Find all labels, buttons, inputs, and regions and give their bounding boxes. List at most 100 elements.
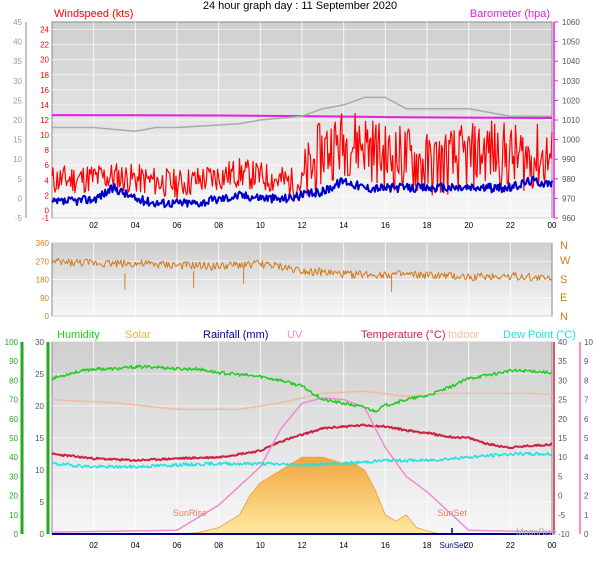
wind-x-tick: 12: [298, 221, 307, 230]
wind-left-tick: 0: [45, 206, 50, 215]
weather-x-tick: 16: [381, 541, 390, 550]
solar-tick: 10: [35, 466, 44, 475]
temperature-tick: 5: [558, 472, 563, 481]
legend-item: Temperature (°C): [361, 329, 445, 341]
weather-x-tick: 10: [256, 541, 265, 550]
sunrise-label: SunRise: [173, 508, 207, 518]
wind-outer-tick: 40: [13, 38, 22, 47]
wind-x-tick: 08: [214, 221, 223, 230]
wind-x-tick: 04: [131, 221, 140, 230]
wind-outer-tick: 5: [18, 175, 23, 184]
legend-item: Humidity: [57, 329, 100, 341]
uv-tick: 7: [584, 396, 589, 405]
barometer-tick: 1050: [562, 38, 580, 47]
compass-label: E: [560, 292, 567, 304]
indoor-line: [51, 390, 553, 410]
wind-outer-tick: 0: [18, 194, 23, 203]
barometer-tick: 970: [562, 194, 576, 203]
wind-left-tick: 4: [45, 176, 50, 185]
wind-gust-line: [51, 112, 553, 200]
wind-left-tick: 18: [40, 71, 49, 80]
wind-left-tick: 24: [40, 26, 49, 35]
temperature-tick: 40: [558, 338, 567, 347]
direction-left-tick: 360: [36, 239, 50, 248]
weather-x-tick: 06: [173, 541, 182, 550]
temperature-tick: 35: [558, 357, 567, 366]
windspeed-axis-label: Windspeed (kts): [54, 8, 133, 20]
humidity-tick: 80: [9, 376, 18, 385]
legend-item: Solar: [125, 329, 151, 341]
wind-left-tick: 10: [40, 131, 49, 140]
direction-left-tick: 0: [45, 312, 50, 321]
humidity-tick: 10: [9, 511, 18, 520]
wind-x-tick: 14: [339, 221, 348, 230]
legend-item: UV: [287, 329, 303, 341]
legend-item: Rainfall (mm): [203, 329, 268, 341]
compass-label: W: [560, 255, 571, 267]
barometer-tick: 1030: [562, 77, 580, 86]
temperature-tick: 10: [558, 453, 567, 462]
wind-direction-line: [51, 257, 553, 282]
compass-label: S: [560, 274, 567, 286]
solar-tick: 25: [35, 370, 44, 379]
moonrise-label: MoonRise: [516, 527, 557, 537]
humidity-tick: 60: [9, 415, 18, 424]
weather-x-tick: 22: [506, 541, 515, 550]
wind-left-tick: 12: [40, 116, 49, 125]
weather-x-tick: 02: [89, 541, 98, 550]
wind-left-tick: 6: [45, 161, 50, 170]
grey-series-line: [52, 96, 552, 133]
wind-outer-tick: -5: [15, 214, 23, 223]
wind-left-tick: 14: [40, 101, 49, 110]
uv-tick: 5: [584, 434, 589, 443]
temperature-tick: 30: [558, 376, 567, 385]
weather-x-tick: 14: [339, 541, 348, 550]
dew-point-line: [51, 451, 553, 469]
wind-left-tick: 20: [40, 56, 49, 65]
barometer-axis-label: Barometer (hpa): [470, 8, 550, 20]
uv-tick: 9: [584, 357, 589, 366]
weather-x-tick: 18: [423, 541, 432, 550]
weather-x-tick: 00: [548, 541, 557, 550]
wind-outer-tick: 10: [13, 155, 22, 164]
wind-outer-tick: 30: [13, 77, 22, 86]
barometer-tick: 1060: [562, 18, 580, 27]
wind-outer-tick: 25: [13, 96, 22, 105]
wind-left-tick: 8: [45, 146, 50, 155]
solar-tick: 15: [35, 434, 44, 443]
barometer-tick: 1000: [562, 136, 580, 145]
wind-left-tick: 16: [40, 86, 49, 95]
humidity-tick: 0: [14, 530, 19, 539]
barometer-tick: 960: [562, 214, 576, 223]
compass-label: N: [560, 311, 568, 323]
humidity-tick: 100: [5, 338, 19, 347]
temperature-tick: 20: [558, 415, 567, 424]
sunset-tick-label: SunSet: [440, 541, 467, 550]
direction-left-tick: 270: [36, 257, 50, 266]
wind-left-tick: 2: [45, 191, 50, 200]
solar-tick: 20: [35, 402, 44, 411]
wind-outer-tick: 45: [13, 18, 22, 27]
barometer-tick: 1040: [562, 57, 580, 66]
weather-x-tick: 04: [131, 541, 140, 550]
wind-left-tick: 22: [40, 41, 49, 50]
wind-x-tick: 22: [506, 221, 515, 230]
temperature-tick: 15: [558, 434, 567, 443]
legend-item: Dew Point (°C): [503, 329, 576, 341]
barometer-tick: 1010: [562, 116, 580, 125]
wind-x-tick: 18: [423, 221, 432, 230]
weather-x-tick: 20: [464, 541, 473, 550]
uv-tick: 2: [584, 492, 589, 501]
wind-x-tick: 02: [89, 221, 98, 230]
compass-label: N: [560, 240, 568, 252]
weather-x-tick: 08: [214, 541, 223, 550]
wind-x-tick: 06: [173, 221, 182, 230]
uv-line: [51, 396, 553, 533]
humidity-tick: 90: [9, 357, 18, 366]
solar-tick: 5: [40, 498, 45, 507]
wind-x-tick: 16: [381, 221, 390, 230]
solar-tick: 30: [35, 338, 44, 347]
sunset-label: SunSet: [437, 508, 467, 518]
